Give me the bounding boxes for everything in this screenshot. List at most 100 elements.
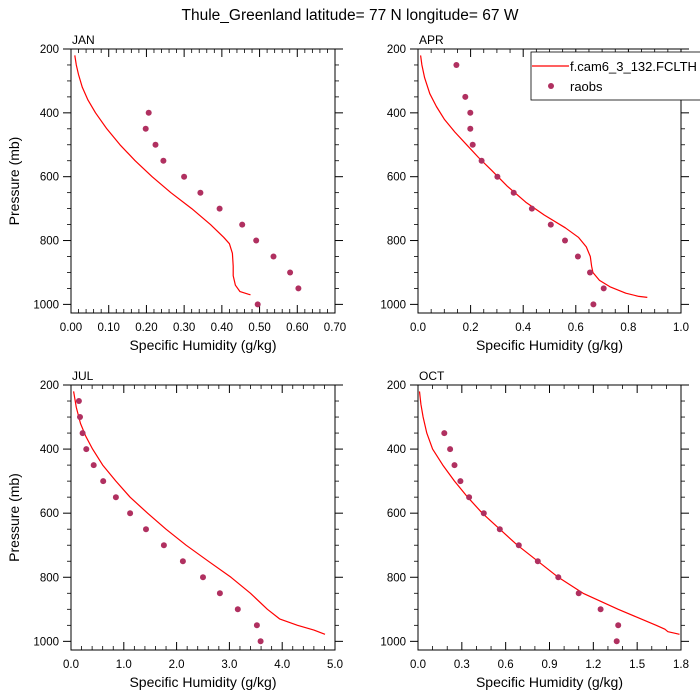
raobs-point [597,606,604,613]
panel-label: JAN [72,33,95,47]
y-tick-label: 600 [387,172,406,184]
raobs-point [562,237,568,244]
panel-jul: JUL 0.0 1.0 2.0 3.0 4.0 5.0 200 400 600 800 1000 Spe… [6,369,343,690]
raobs-point [253,237,260,244]
raobs-point [600,285,607,292]
raobs-point [142,125,149,132]
raobs-point [239,221,246,228]
y-axis-label: Pressure (mb) [6,473,22,562]
x-tick-label: 2.0 [169,659,185,671]
model-profile-line [73,391,326,635]
model-profile-line [420,55,648,298]
y-tick-label: 1000 [33,299,59,311]
x-tick-label: 0.3 [454,659,470,671]
raobs-point [200,574,206,581]
y-tick-label: 800 [387,236,406,248]
raobs-point [469,141,476,148]
raobs-point [216,205,223,212]
x-tick-label: 0.20 [135,322,157,334]
panel-label: OCT [419,369,445,383]
y-tick-label: 400 [387,444,406,456]
raobs-point [457,478,464,485]
x-tick-label: 1.5 [629,659,645,671]
legend-label-obs: raobs [570,79,603,94]
raobs-point [447,446,454,453]
x-tick-label: 1.2 [585,659,601,671]
y-tick-label: 200 [40,380,59,392]
plot-frame [70,48,336,314]
x-tick-label: 0.9 [542,659,558,671]
x-tick-label: 0.8 [620,322,636,334]
x-tick-label: 1.0 [116,659,132,671]
x-tick-label: 0.00 [60,322,82,334]
raobs-point [143,526,149,533]
raobs-point [253,622,260,629]
raobs-point [515,542,522,549]
y-tick-label: 400 [387,108,406,120]
raobs-point [181,173,188,180]
raobs-point [575,590,582,597]
panel-label: JUL [72,369,94,383]
raobs-point [510,189,517,196]
raobs-point [179,558,186,565]
raobs-point [152,141,159,148]
raobs-point [270,253,277,260]
raobs-point [494,173,501,180]
x-tick-label: 0.6 [498,659,514,671]
raobs-point [496,526,503,533]
raobs-point [197,189,204,196]
raobs-point [462,93,469,100]
raobs-point [100,478,107,485]
raobs-point [83,446,90,453]
raobs-point [77,414,83,420]
x-tick-label: 0.0 [410,659,426,671]
raobs-point [441,430,448,437]
raobs-point [467,125,474,132]
raobs-point [547,221,554,228]
legend-box [530,51,700,101]
raobs-point [453,62,460,68]
x-tick-label: 0.40 [211,322,233,334]
raobs-point [478,157,485,164]
raobs-point [555,574,562,581]
y-tick-label: 1000 [33,636,59,648]
x-tick-label: 0.4 [515,322,532,334]
figure-title: Thule_Greenland latitude= 77 N longitude… [182,7,519,24]
x-tick-label: 0.30 [173,322,195,334]
y-tick-label: 800 [387,572,406,584]
x-tick-label: 4.0 [274,659,290,671]
raobs-point [145,109,152,116]
raobs-point [216,590,223,597]
panel-label: APR [419,33,444,47]
raobs-point [534,558,541,565]
raobs-point [254,301,261,308]
raobs-point [160,157,167,164]
raobs-point [574,253,581,260]
y-tick-label: 800 [40,236,59,248]
panel-jan: JAN 0.00 0.10 0.20 0.30 0.40 0.50 0.60 0.70 200 40… [6,33,346,353]
y-tick-label: 200 [387,380,406,392]
y-tick-label: 400 [40,444,59,456]
x-tick-label: 0.0 [410,322,426,334]
y-tick-label: 600 [40,172,59,184]
plot-frame [417,384,682,651]
x-tick-label: 0.0 [63,659,79,671]
x-tick-label: 0.60 [286,322,308,334]
x-axis-label: Specific Humidity (g/kg) [476,337,623,353]
raobs-point [480,510,487,517]
raobs-point [295,285,302,292]
raobs-point [287,269,294,276]
raobs-point [590,301,597,308]
x-tick-label: 0.10 [98,322,120,334]
raobs-point [75,398,82,404]
x-tick-label: 0.2 [463,322,479,334]
y-tick-label: 200 [40,44,59,56]
y-tick-label: 200 [387,44,406,56]
raobs-point [160,542,167,549]
x-tick-label: 0.6 [568,322,584,334]
raobs-point [234,606,241,613]
raobs-point [615,622,622,629]
raobs-point [613,638,620,645]
y-tick-label: 400 [40,108,59,120]
